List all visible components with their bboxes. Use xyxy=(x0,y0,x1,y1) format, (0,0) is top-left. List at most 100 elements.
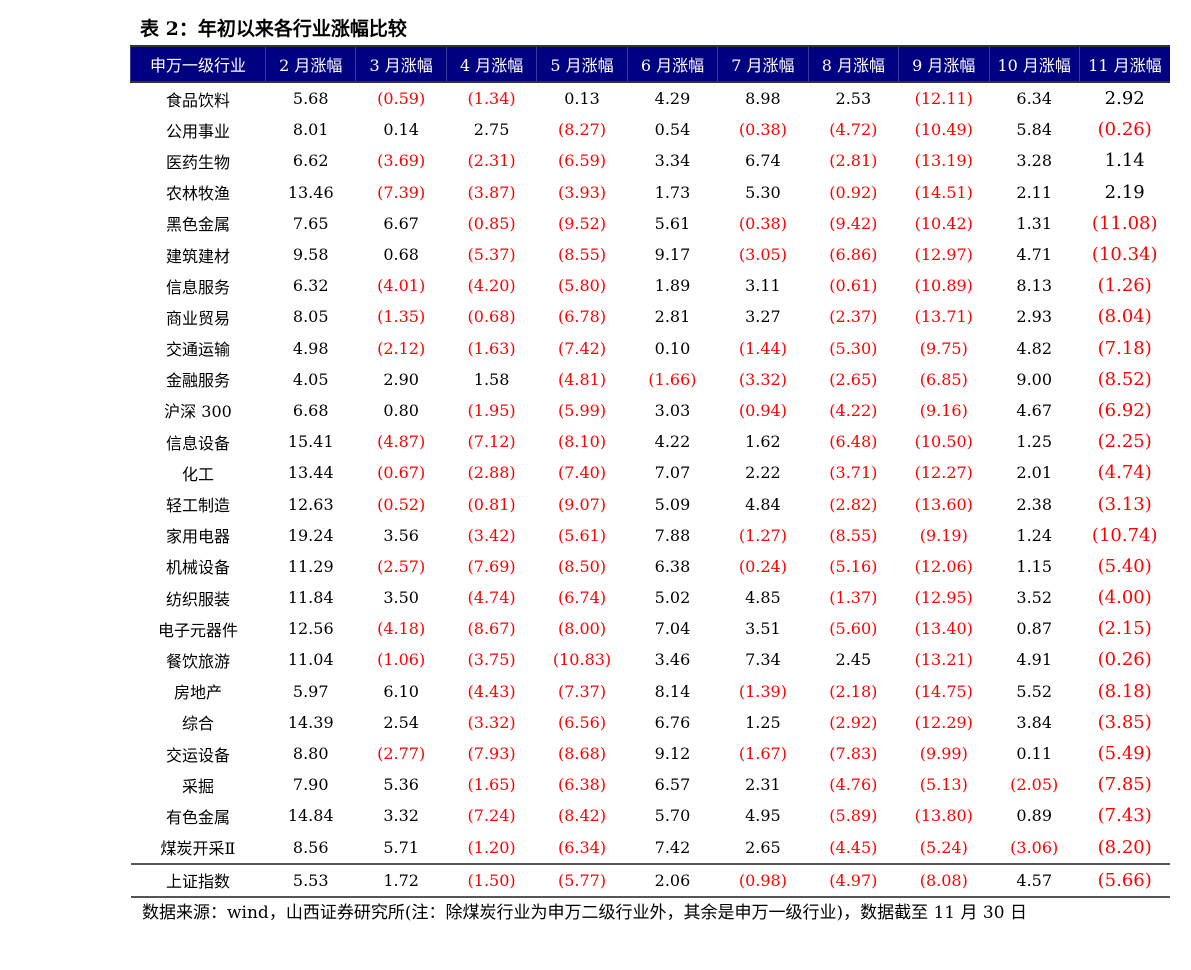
table-row: 采掘 7.90 5.36 (1.65) (6.38) 6.57 2.31 (4.76) (5.1… xyxy=(131,769,1171,800)
industry-name: 信息服务 xyxy=(165,277,230,297)
monthly-return: (6.78) xyxy=(557,307,607,327)
monthly-return: 3.32 xyxy=(383,806,419,826)
monthly-return: 13.46 xyxy=(287,182,334,202)
monthly-return: (13.40) xyxy=(914,619,973,639)
monthly-return: (3.42) xyxy=(467,525,516,545)
monthly-return: (12.11) xyxy=(914,89,973,109)
monthly-return: (8.55) xyxy=(829,525,878,545)
monthly-return: (4.72) xyxy=(829,120,878,140)
monthly-return: (10.89) xyxy=(914,276,973,296)
monthly-return: (0.26) xyxy=(1097,649,1152,671)
monthly-return: (8.04) xyxy=(1097,306,1152,328)
monthly-return: 5.97 xyxy=(292,681,329,701)
monthly-return: 2.31 xyxy=(745,775,781,795)
monthly-return: 6.68 xyxy=(292,400,329,420)
monthly-return: (5.89) xyxy=(829,806,878,826)
industry-name: 房地产 xyxy=(173,683,222,703)
monthly-return: (5.13) xyxy=(919,775,968,795)
monthly-return: (8.10) xyxy=(557,432,607,452)
monthly-return: 9.17 xyxy=(654,245,691,265)
source-note: 数据来源：wind，山西证券研究所(注：除煤炭行业为申万二级行业外，其余是申万一… xyxy=(142,903,1027,923)
monthly-return: 7.34 xyxy=(745,650,781,670)
monthly-return: (1.50) xyxy=(467,870,516,890)
monthly-return: 5.84 xyxy=(1016,120,1053,140)
monthly-return: (4.97) xyxy=(829,870,878,890)
table-row: 食品饮料 5.68 (0.59) (1.34) 0.13 4.29 8.98 2.53 (12.… xyxy=(131,82,1171,114)
monthly-return: 1.25 xyxy=(745,712,781,732)
monthly-return: (0.98) xyxy=(738,870,787,890)
industry-name: 农林牧渔 xyxy=(165,184,230,204)
monthly-return: 8.80 xyxy=(292,744,329,764)
table-row: 商业贸易 8.05 (1.35) (0.68) (6.78) 2.81 3.27 (2.37)… xyxy=(131,301,1171,332)
table-row: 家用电器 19.24 3.56 (3.42) (5.61) 7.88 (1.27) (8.55… xyxy=(131,520,1171,551)
monthly-return: 6.10 xyxy=(383,681,419,701)
monthly-return: (9.16) xyxy=(919,400,968,420)
monthly-return: (1.39) xyxy=(738,681,787,701)
industry-name: 食品饮料 xyxy=(165,90,230,110)
column-header: 11 月涨幅 xyxy=(1078,46,1170,82)
monthly-return: (5.49) xyxy=(1097,743,1152,765)
monthly-return: (0.52) xyxy=(377,494,426,514)
monthly-return: (8.55) xyxy=(557,245,607,265)
monthly-return: (10.34) xyxy=(1091,244,1158,266)
monthly-return: 1.31 xyxy=(1016,213,1053,233)
monthly-return: (7.40) xyxy=(557,463,607,483)
monthly-return: 1.24 xyxy=(1016,525,1053,545)
monthly-return: 4.57 xyxy=(1016,870,1053,890)
table-row: 建筑建材 9.58 0.68 (5.37) (8.55) 9.17 (3.05) (6.86)… xyxy=(131,239,1171,270)
monthly-return: 5.52 xyxy=(1016,681,1053,701)
monthly-return: (13.71) xyxy=(914,307,973,327)
column-header: 9 月涨幅 xyxy=(898,46,989,82)
monthly-return: 8.98 xyxy=(745,89,781,109)
column-header: 6 月涨幅 xyxy=(626,46,718,82)
monthly-return: (0.85) xyxy=(467,213,516,233)
industry-name: 交通运输 xyxy=(165,340,230,360)
monthly-return: 9.58 xyxy=(292,245,329,265)
monthly-return: (5.61) xyxy=(557,525,607,545)
monthly-return: 0.10 xyxy=(654,338,691,358)
monthly-return: 2.01 xyxy=(1016,463,1053,483)
monthly-return: (4.01) xyxy=(377,276,426,296)
monthly-return: 1.89 xyxy=(654,276,691,296)
monthly-return: 9.12 xyxy=(654,744,691,764)
table-row: 机械设备 11.29 (2.57) (7.69) (8.50) 6.38 (0.24) (5.… xyxy=(131,551,1171,582)
monthly-return: (3.32) xyxy=(467,712,516,732)
table-row: 上证指数 5.53 1.72 (1.50) (5.77) 2.06 (0.98) (4.97)… xyxy=(130,863,1170,897)
monthly-return: 19.24 xyxy=(287,525,334,545)
monthly-return: (4.45) xyxy=(829,837,878,857)
industry-name: 金融服务 xyxy=(165,371,230,391)
monthly-return: (7.24) xyxy=(467,806,516,826)
monthly-return: 7.90 xyxy=(292,775,329,795)
monthly-return: 4.67 xyxy=(1016,400,1053,420)
monthly-return: 0.14 xyxy=(383,120,419,140)
monthly-return: (6.38) xyxy=(557,775,607,795)
monthly-return: (8.52) xyxy=(1097,368,1152,390)
industry-name: 化工 xyxy=(181,464,214,484)
monthly-return: 4.82 xyxy=(1016,338,1053,358)
industry-name: 医药生物 xyxy=(165,152,230,172)
industry-name: 采掘 xyxy=(181,776,214,796)
monthly-return: 7.04 xyxy=(654,619,691,639)
monthly-return: (1.26) xyxy=(1097,275,1152,297)
monthly-return: 2.45 xyxy=(835,650,872,670)
monthly-return: 2.92 xyxy=(1104,88,1145,110)
monthly-return: 12.56 xyxy=(287,619,334,639)
monthly-return: (10.49) xyxy=(914,120,973,140)
monthly-return: (6.34) xyxy=(557,837,607,857)
monthly-return: (7.37) xyxy=(557,681,607,701)
table-row: 信息设备 15.41 (4.87) (7.12) (8.10) 4.22 1.62 (6.48… xyxy=(131,426,1171,457)
monthly-return: (2.77) xyxy=(377,744,426,764)
monthly-return: 7.07 xyxy=(654,463,691,483)
monthly-return: (8.20) xyxy=(1097,836,1152,858)
monthly-return: (7.43) xyxy=(1097,805,1152,827)
monthly-return: (2.18) xyxy=(829,681,878,701)
monthly-return: (4.18) xyxy=(377,619,426,639)
monthly-return: 2.81 xyxy=(654,307,691,327)
monthly-return: 2.22 xyxy=(745,463,781,483)
monthly-return: (3.13) xyxy=(1097,493,1152,515)
monthly-return: (6.85) xyxy=(919,369,968,389)
monthly-return: 5.09 xyxy=(654,494,691,514)
monthly-return: (1.67) xyxy=(738,744,787,764)
monthly-return: (7.83) xyxy=(829,744,878,764)
table-title: 表 2：年初以来各行业涨幅比较 xyxy=(140,18,407,40)
